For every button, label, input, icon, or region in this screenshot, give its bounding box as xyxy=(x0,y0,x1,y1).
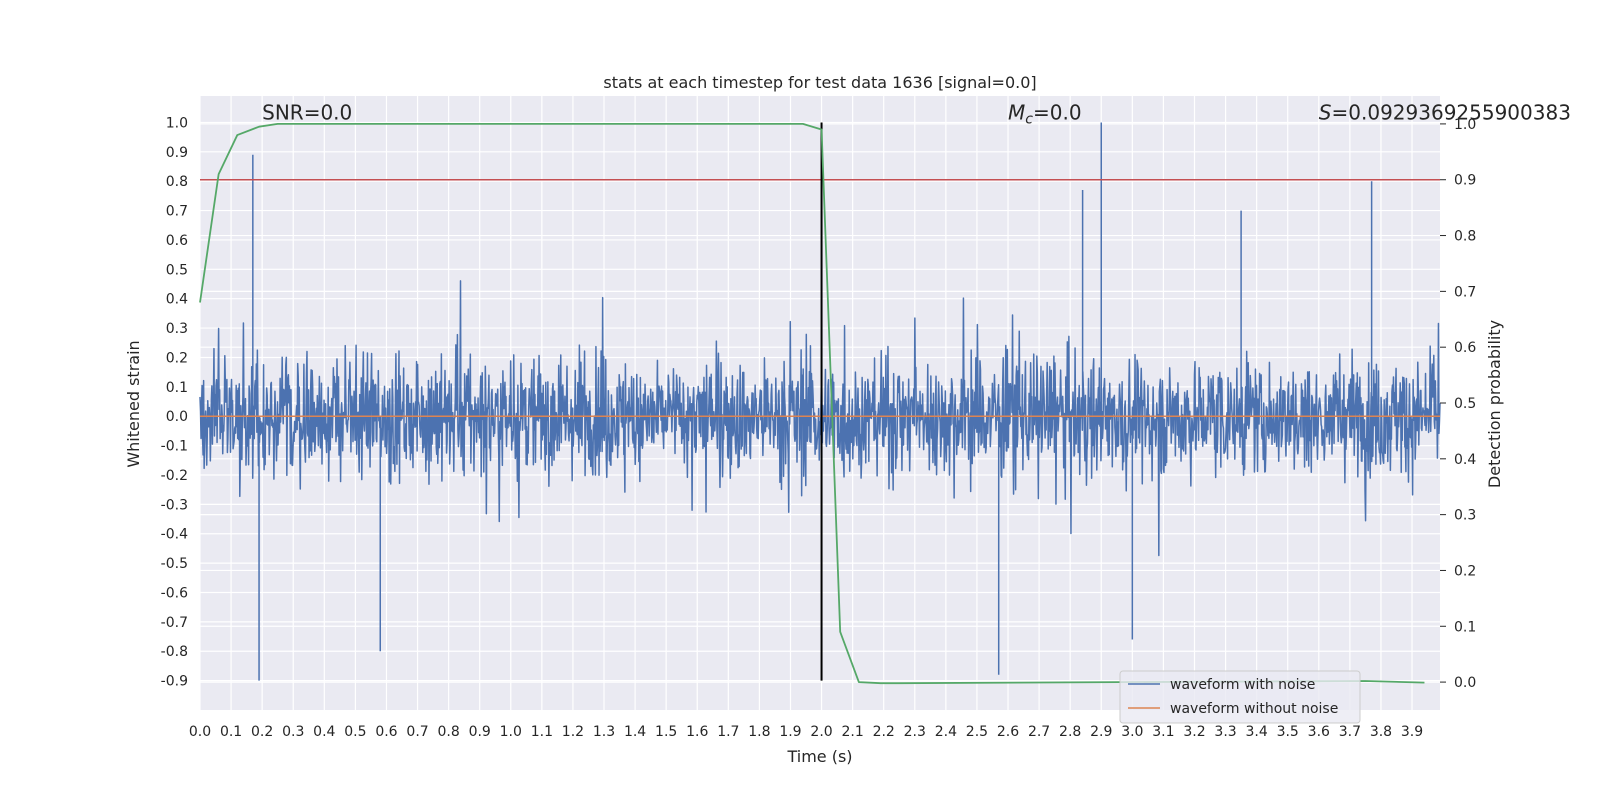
x-tick-label: 0.6 xyxy=(375,724,397,740)
legend-box xyxy=(1119,670,1361,724)
x-tick-label: 0.9 xyxy=(469,724,491,740)
y2-tick-label: 1.0 xyxy=(1454,117,1476,133)
y-tick-label: 0.2 xyxy=(166,350,188,366)
legend: waveform with noise waveform without noi… xyxy=(1119,670,1361,724)
chart-title: stats at each timestep for test data 163… xyxy=(603,73,1036,92)
chart-marks xyxy=(199,122,1440,685)
y-tick-label: -0.3 xyxy=(161,497,188,513)
x-tick-label: 1.8 xyxy=(748,724,770,740)
x-tick-label: 3.6 xyxy=(1308,724,1330,740)
x-tick-label: 3.5 xyxy=(1277,724,1299,740)
x-tick-label: 0.2 xyxy=(251,724,273,740)
x-tick-label: 1.2 xyxy=(562,724,584,740)
y-tick-label: -0.9 xyxy=(161,674,188,690)
annotation-2: S=0.0929369255900383 xyxy=(1319,101,1571,125)
x-axis-label: Time (s) xyxy=(786,747,852,766)
tick-labels: 0.0 0.1 0.2 0.3 0.4 0.5 0.6 0.7 0.8 0.9 1.0 1.1 1.2 1… xyxy=(161,115,1477,740)
x-tick-label: 3.3 xyxy=(1214,724,1236,740)
y-tick-label: 0.6 xyxy=(166,233,188,249)
x-tick-label: 2.0 xyxy=(810,724,832,740)
x-tick-label: 0.8 xyxy=(437,724,459,740)
waveform-with-noise-line xyxy=(199,122,1441,681)
y-tick-label: 0.8 xyxy=(166,174,188,190)
y2-tick-label: 0.6 xyxy=(1454,340,1476,356)
y-tick-label: -0.7 xyxy=(161,615,188,631)
x-tick-label: 1.5 xyxy=(655,724,677,740)
y2-tick-label: 0.3 xyxy=(1454,508,1476,524)
x-tick-label: 2.8 xyxy=(1059,724,1081,740)
y-tick-label: -0.1 xyxy=(161,439,188,455)
x-tick-label: 3.9 xyxy=(1401,724,1423,740)
y-tick-label: 0.4 xyxy=(166,292,188,308)
y-tick-label: -0.5 xyxy=(161,556,188,572)
x-tick-label: 3.7 xyxy=(1339,724,1361,740)
y2-tick-label: 0.5 xyxy=(1454,396,1476,412)
x-tick-label: 2.4 xyxy=(935,724,957,740)
annotation-0: SNR=0.0 xyxy=(262,101,352,125)
y2-tick-label: 0.7 xyxy=(1454,284,1476,300)
waveform-with-noise-series xyxy=(199,122,1441,681)
detection-probability-line xyxy=(199,123,1425,685)
legend-label-clean: waveform without noise xyxy=(1170,701,1338,717)
x-tick-label: 2.6 xyxy=(997,724,1019,740)
x-tick-label: 2.7 xyxy=(1028,724,1050,740)
x-tick-label: 0.5 xyxy=(344,724,366,740)
x-tick-label: 2.1 xyxy=(841,724,863,740)
y-tick-label: -0.8 xyxy=(161,644,188,660)
x-tick-label: 0.3 xyxy=(282,724,304,740)
x-tick-label: 2.9 xyxy=(1090,724,1112,740)
y2-tick-label: 0.8 xyxy=(1454,229,1476,245)
x-tick-label: 0.4 xyxy=(313,724,335,740)
y-axis-label: Whitened strain xyxy=(124,340,143,467)
x-tick-label: 3.8 xyxy=(1370,724,1392,740)
y-tick-label: 0.3 xyxy=(166,321,188,337)
y-tick-label: -0.4 xyxy=(161,527,188,543)
x-tick-label: 2.3 xyxy=(904,724,926,740)
annotation-1: Mc=0.0 xyxy=(1008,101,1082,128)
y2-axis-label: Detection probability xyxy=(1485,320,1504,488)
x-tick-label: 1.9 xyxy=(779,724,801,740)
y-tick-label: -0.6 xyxy=(161,585,188,601)
x-tick-label: 2.5 xyxy=(966,724,988,740)
x-tick-label: 1.1 xyxy=(531,724,553,740)
x-tick-label: 1.3 xyxy=(593,724,615,740)
x-tick-label: 0.7 xyxy=(406,724,428,740)
y2-tick-label: 0.9 xyxy=(1454,173,1476,189)
y-tick-label: -0.2 xyxy=(161,468,188,484)
y-tick-label: 0.1 xyxy=(166,380,188,396)
x-tick-label: 0.0 xyxy=(189,724,211,740)
x-tick-label: 3.1 xyxy=(1152,724,1174,740)
y-tick-label: 0.5 xyxy=(166,262,188,278)
y-tick-label: 0.0 xyxy=(166,409,188,425)
y-tick-label: 1.0 xyxy=(166,115,188,131)
annotations: SNR=0.0 Mc=0.0 S=0.0929369255900383 xyxy=(262,101,1571,128)
x-tick-label: 1.7 xyxy=(717,724,739,740)
x-tick-label: 3.0 xyxy=(1121,724,1143,740)
legend-label-noise: waveform with noise xyxy=(1170,677,1315,693)
y2-tick-label: 0.1 xyxy=(1454,619,1476,635)
y2-tick-label: 0.2 xyxy=(1454,563,1476,579)
x-tick-label: 0.1 xyxy=(220,724,242,740)
x-tick-label: 2.2 xyxy=(873,724,895,740)
y2-tick-label: 0.0 xyxy=(1454,675,1476,691)
y2-tick-label: 0.4 xyxy=(1454,452,1476,468)
x-tick-label: 1.0 xyxy=(500,724,522,740)
x-tick-label: 3.4 xyxy=(1246,724,1268,740)
x-tick-label: 3.2 xyxy=(1183,724,1205,740)
y-tick-label: 0.7 xyxy=(166,204,188,220)
y-tick-label: 0.9 xyxy=(166,145,188,161)
x-tick-label: 1.6 xyxy=(686,724,708,740)
x-tick-label: 1.4 xyxy=(624,724,646,740)
